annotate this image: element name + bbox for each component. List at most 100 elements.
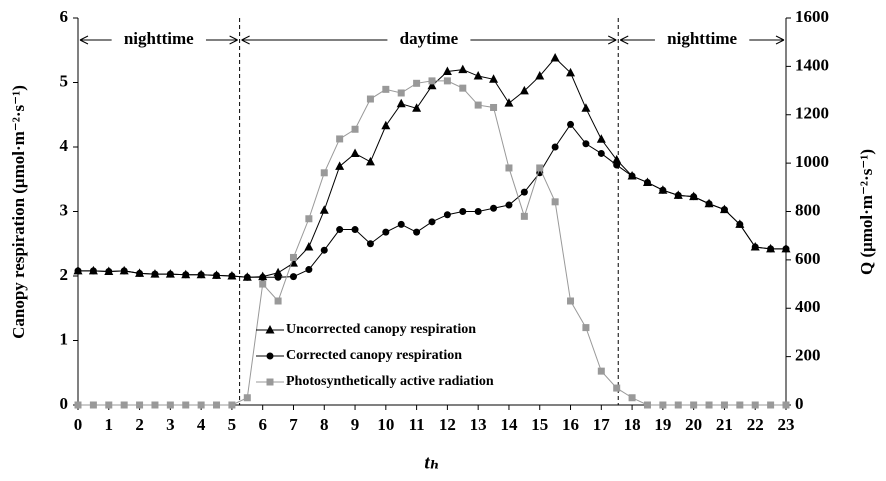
marker bbox=[304, 241, 314, 251]
marker bbox=[490, 204, 498, 212]
y2-tick-label: 1400 bbox=[795, 55, 829, 74]
marker bbox=[659, 401, 667, 409]
x-tick-label: 11 bbox=[409, 415, 425, 434]
y2-tick-label: 800 bbox=[795, 200, 821, 219]
x-tick-label: 12 bbox=[439, 415, 456, 434]
marker bbox=[120, 401, 128, 409]
x-tick-label: 23 bbox=[778, 415, 795, 434]
arrow-head bbox=[620, 35, 629, 45]
marker bbox=[105, 401, 113, 409]
marker bbox=[265, 325, 275, 334]
marker bbox=[396, 98, 406, 108]
marker bbox=[305, 266, 313, 274]
marker bbox=[350, 148, 360, 157]
marker bbox=[136, 401, 144, 409]
y-tick-label: 6 bbox=[60, 7, 69, 26]
marker bbox=[397, 89, 405, 97]
marker bbox=[519, 85, 529, 95]
arrow-head bbox=[79, 35, 89, 45]
period-label: daytime bbox=[400, 29, 459, 48]
y-tick-label: 5 bbox=[60, 71, 69, 90]
marker bbox=[612, 154, 622, 164]
marker bbox=[551, 198, 559, 206]
x-tick-label: 22 bbox=[747, 415, 764, 434]
x-tick-label: 14 bbox=[500, 415, 518, 434]
marker bbox=[520, 188, 528, 196]
x-axis-title: tₕ bbox=[424, 452, 439, 473]
marker bbox=[305, 215, 313, 223]
marker bbox=[351, 226, 359, 234]
marker bbox=[182, 401, 190, 409]
marker bbox=[289, 253, 297, 261]
marker bbox=[213, 271, 221, 279]
marker bbox=[74, 267, 82, 275]
marker bbox=[443, 211, 451, 219]
marker bbox=[274, 273, 282, 281]
marker bbox=[751, 243, 759, 251]
marker bbox=[505, 201, 513, 209]
y-tick-label: 4 bbox=[60, 136, 69, 155]
x-tick-label: 8 bbox=[320, 415, 329, 434]
y-tick-label: 3 bbox=[60, 200, 69, 219]
marker bbox=[473, 71, 483, 80]
marker bbox=[550, 52, 560, 62]
period-label: nighttime bbox=[667, 29, 737, 48]
marker bbox=[259, 273, 267, 281]
marker bbox=[382, 85, 390, 93]
marker bbox=[151, 401, 159, 409]
legend-label: Uncorrected canopy respiration bbox=[286, 322, 476, 337]
marker bbox=[720, 206, 728, 214]
y2-tick-label: 0 bbox=[795, 394, 804, 413]
marker bbox=[582, 324, 590, 332]
marker bbox=[490, 103, 498, 111]
x-tick-label: 16 bbox=[562, 415, 579, 434]
marker bbox=[643, 178, 651, 186]
marker bbox=[228, 272, 236, 280]
x-tick-label: 5 bbox=[228, 415, 237, 434]
marker bbox=[705, 401, 713, 409]
x-tick-label: 18 bbox=[624, 415, 641, 434]
marker bbox=[382, 228, 390, 236]
marker bbox=[319, 205, 329, 214]
marker bbox=[273, 267, 283, 277]
marker bbox=[443, 77, 451, 85]
marker bbox=[474, 101, 482, 109]
marker bbox=[197, 401, 205, 409]
marker bbox=[474, 208, 482, 215]
marker bbox=[535, 71, 545, 80]
marker bbox=[659, 186, 667, 194]
marker bbox=[336, 226, 344, 234]
marker bbox=[582, 140, 590, 148]
marker bbox=[551, 143, 559, 151]
marker bbox=[166, 270, 174, 278]
marker bbox=[105, 267, 113, 275]
marker bbox=[705, 200, 713, 208]
marker bbox=[782, 245, 790, 253]
marker bbox=[442, 66, 452, 76]
marker bbox=[505, 164, 513, 172]
marker bbox=[89, 267, 97, 275]
marker bbox=[320, 169, 328, 177]
marker bbox=[489, 74, 499, 83]
marker bbox=[136, 269, 144, 277]
marker bbox=[266, 352, 274, 360]
marker bbox=[412, 103, 422, 112]
marker bbox=[613, 161, 621, 169]
marker bbox=[274, 297, 282, 305]
legend-label: Photosynthetically active radiation bbox=[286, 374, 494, 389]
marker bbox=[767, 245, 775, 253]
marker bbox=[151, 270, 159, 278]
y-axis-title: Canopy respiration (μmol·m⁻²·s⁻¹) bbox=[9, 85, 28, 339]
y2-tick-label: 400 bbox=[795, 297, 821, 316]
marker bbox=[182, 271, 190, 279]
marker bbox=[643, 401, 651, 409]
x-tick-label: 7 bbox=[289, 415, 298, 434]
marker bbox=[74, 401, 82, 409]
marker bbox=[336, 135, 344, 143]
marker bbox=[736, 220, 744, 228]
marker bbox=[674, 191, 682, 199]
arrow-head bbox=[241, 35, 250, 45]
marker bbox=[720, 401, 728, 409]
marker bbox=[266, 378, 274, 386]
